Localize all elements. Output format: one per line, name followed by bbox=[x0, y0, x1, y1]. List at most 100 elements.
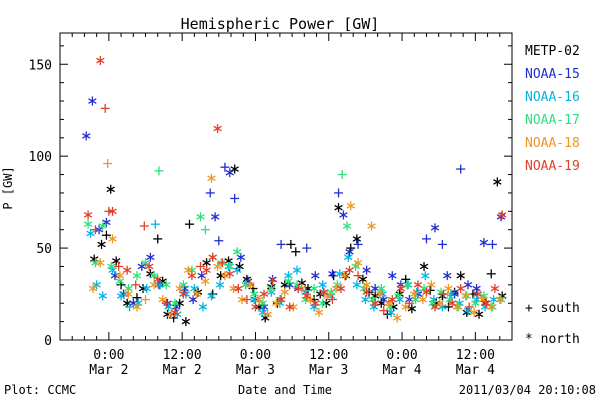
x-tick-time: 12:00 bbox=[309, 348, 348, 363]
point-noaa-19-north bbox=[456, 284, 465, 294]
point-noaa-19-north bbox=[311, 298, 320, 308]
footer-source: Plot: CCMC bbox=[4, 383, 76, 397]
point-noaa-18-north bbox=[96, 258, 105, 268]
point-noaa-15-south bbox=[214, 236, 224, 246]
x-tick-date: Mar 4 bbox=[456, 363, 495, 378]
point-noaa-19-north bbox=[225, 269, 235, 279]
point-noaa-19-north bbox=[482, 298, 491, 308]
x-tick-date: Mar 4 bbox=[382, 363, 421, 378]
point-noaa-19-north bbox=[170, 307, 180, 317]
point-noaa-17-north bbox=[258, 298, 268, 308]
point-noaa-17-north bbox=[292, 280, 302, 290]
x-tick-time: 0:00 bbox=[240, 348, 271, 363]
point-noaa-17-south bbox=[154, 166, 164, 176]
point-noaa-18-north bbox=[207, 173, 216, 183]
point-noaa-18-north bbox=[88, 284, 98, 294]
point-noaa-18-north bbox=[452, 302, 462, 312]
point-noaa-19-south bbox=[404, 298, 414, 308]
point-noaa-17-north bbox=[98, 221, 107, 231]
point-metp-02-north bbox=[97, 239, 106, 249]
point-noaa-19-north bbox=[83, 210, 93, 220]
point-noaa-18-north bbox=[115, 271, 125, 281]
point-noaa-17-north bbox=[170, 298, 180, 308]
point-metp-02-north bbox=[181, 317, 191, 327]
legend-entry-noaa-19: NOAA-19 bbox=[525, 159, 580, 174]
x-tick-date: Mar 2 bbox=[163, 363, 202, 378]
point-noaa-18-north bbox=[478, 295, 487, 305]
x-tick-time: 0:00 bbox=[93, 348, 124, 363]
point-noaa-16-north bbox=[142, 284, 151, 294]
point-noaa-15-north bbox=[463, 280, 473, 290]
point-noaa-17-north bbox=[318, 298, 327, 308]
legend-entry-noaa-17: NOAA-17 bbox=[525, 113, 580, 128]
point-metp-02-south bbox=[401, 274, 411, 284]
point-noaa-15-south bbox=[230, 193, 240, 203]
point-noaa-15-south bbox=[205, 188, 215, 198]
point-metp-02-north bbox=[106, 184, 115, 194]
point-noaa-19-north bbox=[473, 289, 483, 299]
point-noaa-19-north bbox=[336, 284, 346, 294]
point-noaa-15-north bbox=[88, 96, 97, 106]
point-noaa-18-north bbox=[444, 284, 453, 294]
point-noaa-19-north bbox=[498, 210, 507, 220]
point-noaa-18-north bbox=[132, 302, 142, 312]
point-noaa-19-north bbox=[208, 252, 217, 262]
chart-title: Hemispheric Power [GW] bbox=[181, 15, 380, 33]
plot-frame bbox=[59, 32, 513, 341]
point-noaa-17-north bbox=[107, 261, 116, 271]
point-noaa-19-north bbox=[370, 298, 380, 308]
point-noaa-19-north bbox=[422, 287, 431, 297]
point-noaa-18-north bbox=[487, 302, 496, 312]
point-noaa-15-north bbox=[210, 212, 220, 222]
point-noaa-18-north bbox=[263, 309, 272, 319]
point-metp-02-north bbox=[493, 177, 502, 187]
point-noaa-15-north bbox=[146, 252, 155, 262]
point-metp-02-south bbox=[153, 234, 163, 244]
point-noaa-18-north bbox=[254, 295, 264, 305]
y-tick-label: 50 bbox=[36, 242, 52, 257]
legend-entry-metp-02: METP-02 bbox=[525, 44, 580, 59]
point-noaa-18-north bbox=[392, 313, 402, 323]
point-noaa-16-north bbox=[361, 295, 370, 305]
point-noaa-15-north bbox=[345, 247, 354, 257]
point-noaa-18-north bbox=[401, 302, 410, 312]
point-noaa-19-north bbox=[447, 298, 457, 308]
point-noaa-18-north bbox=[280, 287, 290, 297]
legend-entry-noaa-15: NOAA-15 bbox=[525, 67, 580, 82]
point-noaa-17-north bbox=[402, 280, 412, 290]
point-noaa-18-north bbox=[213, 261, 222, 271]
point-noaa-15-north bbox=[102, 217, 111, 227]
point-noaa-18-north bbox=[367, 221, 376, 231]
x-tick-time: 12:00 bbox=[163, 348, 202, 363]
point-noaa-18-north bbox=[314, 307, 324, 317]
point-noaa-19-south bbox=[464, 302, 474, 312]
point-noaa-19-north bbox=[108, 206, 117, 216]
point-noaa-17-south bbox=[337, 170, 347, 180]
point-noaa-16-south bbox=[125, 302, 135, 312]
point-noaa-19-south bbox=[327, 295, 337, 305]
point-noaa-19-north bbox=[144, 261, 154, 271]
point-noaa-15-north bbox=[479, 238, 489, 248]
point-noaa-16-north bbox=[92, 280, 101, 290]
point-noaa-17-north bbox=[132, 271, 142, 281]
marker-legend-south: + south bbox=[525, 301, 580, 316]
point-noaa-16-south bbox=[150, 219, 160, 229]
point-metp-02-north bbox=[474, 309, 484, 319]
point-noaa-18-north bbox=[495, 295, 505, 305]
point-noaa-19-south bbox=[268, 276, 278, 286]
point-noaa-18-north bbox=[375, 289, 385, 299]
point-noaa-19-north bbox=[430, 302, 440, 312]
legend-entry-noaa-18: NOAA-18 bbox=[525, 136, 580, 151]
x-tick-time: 0:00 bbox=[386, 348, 417, 363]
x-tick-date: Mar 2 bbox=[89, 363, 128, 378]
point-noaa-18-north bbox=[418, 295, 428, 305]
point-noaa-19-south bbox=[161, 298, 171, 308]
point-noaa-16-north bbox=[98, 291, 107, 301]
point-noaa-19-north bbox=[251, 302, 260, 312]
point-noaa-19-north bbox=[276, 295, 286, 305]
point-noaa-19-north bbox=[202, 265, 211, 275]
point-noaa-19-north bbox=[388, 295, 397, 305]
point-noaa-19-south bbox=[131, 280, 141, 290]
point-noaa-18-north bbox=[410, 289, 419, 299]
point-noaa-17-north bbox=[250, 289, 259, 299]
